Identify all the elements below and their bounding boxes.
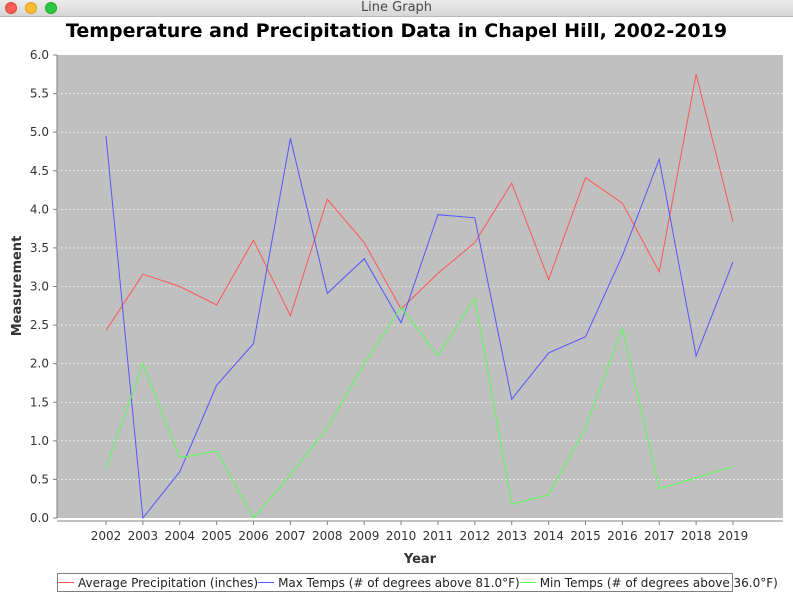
x-tick-label: 2005 — [201, 529, 232, 543]
y-tick-label: 2.0 — [30, 357, 49, 371]
x-axis-label: Year — [403, 552, 437, 567]
x-tick-label: 2013 — [496, 529, 527, 543]
y-tick-label: 5.5 — [30, 87, 49, 101]
x-tick-label: 2014 — [533, 529, 564, 543]
y-tick-label: 0.0 — [30, 511, 49, 525]
y-tick-label: 2.5 — [30, 318, 49, 332]
y-tick-label: 1.5 — [30, 395, 49, 409]
window-titlebar: Line Graph — [0, 0, 793, 17]
series-line-1 — [105, 135, 734, 520]
grid-lines — [57, 93, 783, 480]
legend-swatch — [258, 582, 275, 583]
close-window-button[interactable] — [5, 2, 17, 14]
x-tick-label: 2015 — [570, 529, 601, 543]
chart-title: Temperature and Precipitation Data in Ch… — [65, 20, 728, 42]
x-tick-label: 2009 — [349, 529, 380, 543]
window-title: Line Graph — [360, 0, 433, 15]
legend-label: Min Temps (# of degrees above 36.0°F) — [539, 575, 778, 590]
series-line-0 — [105, 74, 734, 331]
y-tick-label: 0.5 — [30, 472, 49, 486]
y-tick-label: 4.0 — [30, 202, 49, 216]
x-tick-label: 2008 — [312, 529, 343, 543]
zoom-window-button[interactable] — [45, 2, 57, 14]
legend-swatch — [519, 582, 536, 583]
chart-legend: Average Precipitation (inches) Max Temps … — [57, 573, 778, 592]
axes: 0.0 0.5 1.0 1.5 2.0 2.5 3.0 3.5 4.0 4.5 5.0 5.5 6.0 2… — [30, 48, 783, 543]
legend-item-0: Average Precipitation (inches) — [58, 576, 258, 590]
legend-label: Max Temps (# of degrees above 81.0°F) — [278, 575, 520, 590]
y-tick-label: 4.5 — [30, 164, 49, 178]
x-tick-label: 2012 — [460, 529, 491, 543]
x-tick-label: 2011 — [423, 529, 454, 543]
x-tick-label: 2002 — [91, 529, 122, 543]
y-tick-label: 6.0 — [30, 48, 49, 62]
data-series — [105, 74, 734, 520]
y-tick-label: 1.0 — [30, 434, 49, 448]
legend-label: Average Precipitation (inches) — [78, 575, 259, 590]
x-tick-label: 2019 — [718, 529, 749, 543]
x-tick-label: 2010 — [386, 529, 417, 543]
x-tick-label: 2004 — [164, 529, 195, 543]
series-line-2 — [105, 296, 734, 519]
x-tick-label: 2017 — [644, 529, 675, 543]
legend-swatch — [58, 582, 74, 583]
y-tick-label: 3.0 — [30, 280, 49, 294]
y-tick-label: 3.5 — [30, 241, 49, 255]
x-tick-label: 2006 — [238, 529, 269, 543]
legend-item-2: Min Temps (# of degrees above 36.0°F) — [519, 575, 778, 590]
y-axis-label: Measurement — [10, 236, 25, 337]
x-tick-label: 2007 — [275, 529, 306, 543]
x-tick-label: 2018 — [681, 529, 712, 543]
y-tick-label: 5.0 — [30, 125, 49, 139]
legend-item-1: Max Temps (# of degrees above 81.0°F) — [258, 576, 520, 590]
minimize-window-button[interactable] — [25, 2, 37, 14]
x-tick-label: 2003 — [128, 529, 159, 543]
x-tick-label: 2016 — [607, 529, 638, 543]
